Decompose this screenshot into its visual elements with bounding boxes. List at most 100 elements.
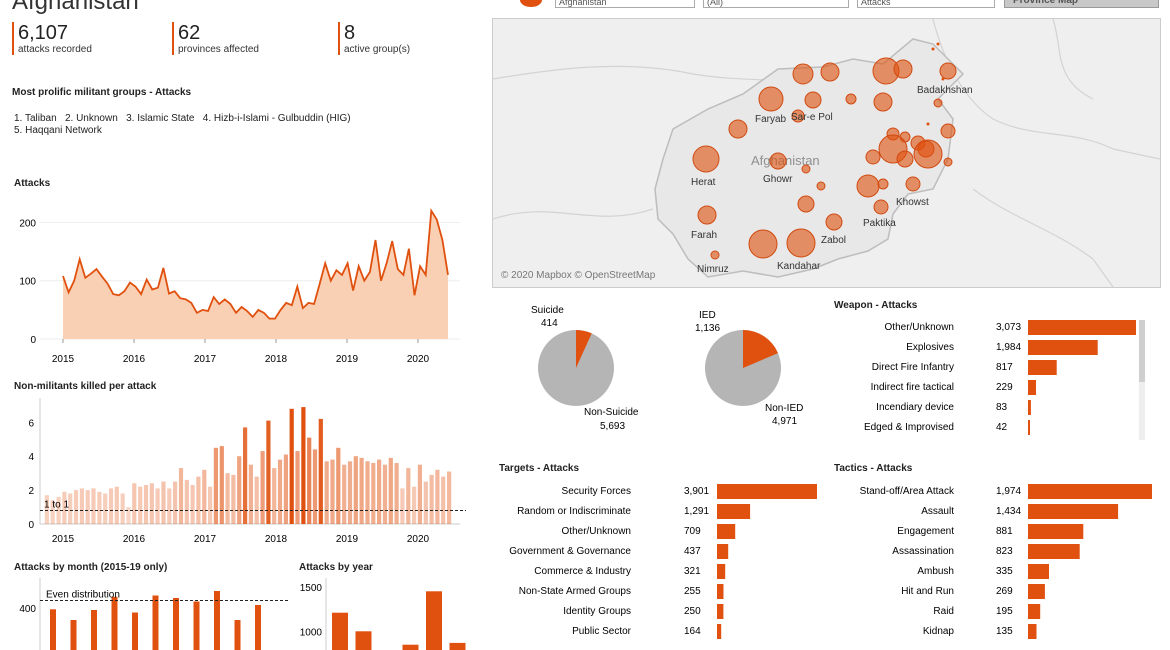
map-bubble-11 <box>933 98 943 108</box>
map-bubble-25 <box>692 145 720 173</box>
suicide-pie: Suicide 414 Non-Suicide 5,693 <box>531 305 639 432</box>
map[interactable]: Afghanistan Badakhshan Faryab Sar-e Pol … <box>492 18 1161 288</box>
killed-bar-43 <box>295 451 300 524</box>
month-bar-3 <box>111 596 118 650</box>
kpi-groups-value: 8 <box>344 22 356 44</box>
map-label-faryab: Faryab <box>755 114 787 125</box>
tactics-label-4: Ambush <box>917 566 954 577</box>
killed-bar-27 <box>202 469 207 524</box>
killed-bar-29 <box>213 447 218 525</box>
killed-bar-20 <box>161 481 166 524</box>
killed-bar-51 <box>342 464 347 524</box>
map-bubble-8 <box>873 92 893 112</box>
killed-bar-19 <box>155 488 160 524</box>
targets-bar-5 <box>717 584 724 599</box>
killed-y-tick-3: 6 <box>28 418 34 429</box>
killed-x-tick-2: 2017 <box>194 534 217 545</box>
killed-bar-28 <box>208 486 213 524</box>
targets-value-0: 3,901 <box>684 486 709 497</box>
tactics-value-6: 195 <box>996 606 1013 617</box>
tactics-bar-2 <box>1028 524 1084 539</box>
tactics-value-5: 269 <box>996 586 1013 597</box>
killed-bar-26 <box>196 476 201 524</box>
killed-bar-18 <box>149 483 154 524</box>
killed-bar-34 <box>243 427 248 524</box>
weapon-label-3: Indirect fire tactical <box>871 382 954 393</box>
map-bubble-9 <box>728 119 748 139</box>
targets-value-5: 255 <box>684 586 701 597</box>
killed-bar-1 <box>50 500 55 524</box>
map-bubbles <box>692 42 957 260</box>
month-bar-10 <box>255 605 261 650</box>
killed-bar-69 <box>447 471 452 524</box>
killed-bar-33 <box>237 456 242 524</box>
weapon-bar-chart: Other/Unknown 3,073 Explosives 1,984 Direct … <box>864 320 1145 440</box>
killed-bar-6 <box>79 488 84 524</box>
tactics-bar-6 <box>1028 604 1041 619</box>
year-bar-3 <box>402 644 419 650</box>
killed-bar-61 <box>400 488 405 524</box>
weapon-bar-1 <box>1028 340 1098 355</box>
map-bubble-27 <box>801 164 811 174</box>
killed-title: Non-militants killed per attack <box>14 381 157 392</box>
tactics-label-1: Assault <box>921 506 954 517</box>
kpi-provinces: 62 provinces affected <box>172 22 259 55</box>
pie2-label-b: Non-IED <box>765 403 803 414</box>
map-bubble-0 <box>792 63 814 85</box>
map-attribution: © 2020 Mapbox © OpenStreetMap <box>501 270 656 281</box>
weapon-bar-5 <box>1028 420 1030 435</box>
reset-icon[interactable] <box>520 0 542 7</box>
map-label-badakhshan: Badakhshan <box>917 85 973 96</box>
killed-y-tick-1: 2 <box>28 486 34 497</box>
killed-bar-65 <box>423 481 428 524</box>
year-bar-chart: 1000 1500 <box>300 578 466 650</box>
kpi-groups: 8 active group(s) <box>338 22 410 55</box>
month-bar-1 <box>70 620 77 650</box>
pie2-slice-a <box>743 329 778 368</box>
map-dot-3 <box>926 122 930 126</box>
map-bubble-30 <box>873 199 889 215</box>
killed-bar-22 <box>173 481 178 524</box>
group-select[interactable]: (All) <box>703 0 849 8</box>
map-label-khowst: Khowst <box>896 197 929 208</box>
killed-bar-67 <box>435 469 440 524</box>
month-bar-2 <box>91 610 97 650</box>
year-bar-1 <box>355 631 372 650</box>
map-label-kandahar: Kandahar <box>777 261 821 272</box>
pie1-value-b: 5,693 <box>600 421 625 432</box>
killed-bar-8 <box>91 488 96 524</box>
measure-select[interactable]: Attacks <box>857 0 995 8</box>
weapon-label-0: Other/Unknown <box>885 322 954 333</box>
killed-bar-57 <box>377 459 382 524</box>
killed-bar-32 <box>231 474 236 524</box>
killed-bar-24 <box>184 479 189 524</box>
area-x-tick-0: 2015 <box>52 354 75 365</box>
map-label-farah: Farah <box>691 230 717 241</box>
killed-bar-3 <box>62 491 67 524</box>
country-select[interactable]: Afghanistan <box>555 0 695 8</box>
tactics-label-3: Assassination <box>892 546 954 557</box>
map-label-zabol: Zabol <box>821 235 846 246</box>
weapon-bar-2 <box>1028 360 1057 375</box>
map-bubble-20 <box>913 139 943 169</box>
weapon-title: Weapon - Attacks <box>834 300 918 311</box>
killed-bar-50 <box>336 447 341 525</box>
killed-bar-21 <box>167 488 172 524</box>
killed-bar-49 <box>330 459 335 524</box>
killed-bar-59 <box>388 457 393 524</box>
killed-y-tick-0: 0 <box>28 520 34 531</box>
province-map-button[interactable]: Province Map <box>1004 0 1159 8</box>
map-bubble-6 <box>804 91 822 109</box>
year-y-tick-1: 1500 <box>300 583 323 594</box>
map-bubble-22 <box>905 176 921 192</box>
killed-bar-42 <box>289 408 294 524</box>
map-bubble-35 <box>710 250 720 260</box>
map-dot-1 <box>931 47 935 51</box>
map-dot-2 <box>941 77 945 81</box>
targets-bar-0 <box>717 484 817 499</box>
map-svg: Afghanistan Badakhshan Faryab Sar-e Pol … <box>493 19 1160 287</box>
targets-bar-2 <box>717 524 736 539</box>
killed-bar-47 <box>318 418 323 524</box>
targets-value-7: 164 <box>684 626 701 637</box>
map-bubble-10 <box>791 109 805 123</box>
